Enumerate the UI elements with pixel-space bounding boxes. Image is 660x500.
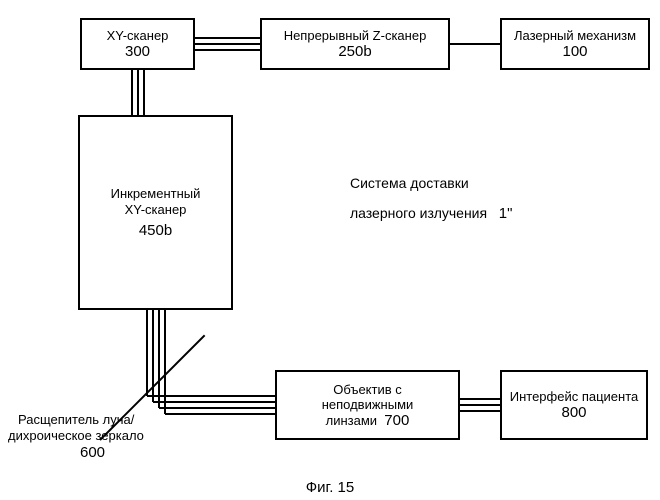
label-patient: Интерфейс пациента: [510, 389, 639, 405]
diagram-canvas: { "canvas": { "width": 660, "height": 50…: [0, 0, 660, 500]
label-objective-l1: Объектив с: [333, 382, 402, 397]
system-label-l2: лазерного излучения 1": [350, 205, 512, 222]
label-z-scanner: Непрерывный Z-сканер: [284, 28, 427, 44]
num-inc-xy: 450b: [139, 222, 172, 239]
label-objective-l2: неподвижными: [322, 397, 414, 412]
box-inc-xy-scanner: Инкрементный XY-сканер 450b: [78, 115, 233, 310]
box-objective: Объектив с неподвижными линзами 700: [275, 370, 460, 440]
box-z-scanner: Непрерывный Z-сканер 250b: [260, 18, 450, 70]
label-inc-xy-l2: XY-сканер: [125, 202, 187, 218]
splitter-label-l2: дихроическое зеркало: [8, 428, 144, 443]
num-objective: 700: [384, 412, 409, 429]
label-inc-xy-l1: Инкрементный: [111, 186, 201, 202]
box-laser: Лазерный механизм 100: [500, 18, 650, 70]
num-z-scanner: 250b: [338, 43, 371, 60]
splitter-label-l1: Расщепитель луча/: [18, 412, 134, 427]
label-xy-scanner: XY-сканер: [107, 28, 169, 44]
num-xy-scanner: 300: [125, 43, 150, 60]
label-laser: Лазерный механизм: [514, 28, 636, 44]
num-laser: 100: [562, 43, 587, 60]
splitter-num: 600: [80, 444, 105, 461]
box-patient-interface: Интерфейс пациента 800: [500, 370, 648, 440]
figure-caption: Фиг. 15: [0, 479, 660, 496]
box-xy-scanner: XY-сканер 300: [80, 18, 195, 70]
num-patient: 800: [561, 404, 586, 421]
label-objective-l3: линзами: [326, 413, 377, 428]
system-label-l1: Система доставки: [350, 175, 469, 191]
